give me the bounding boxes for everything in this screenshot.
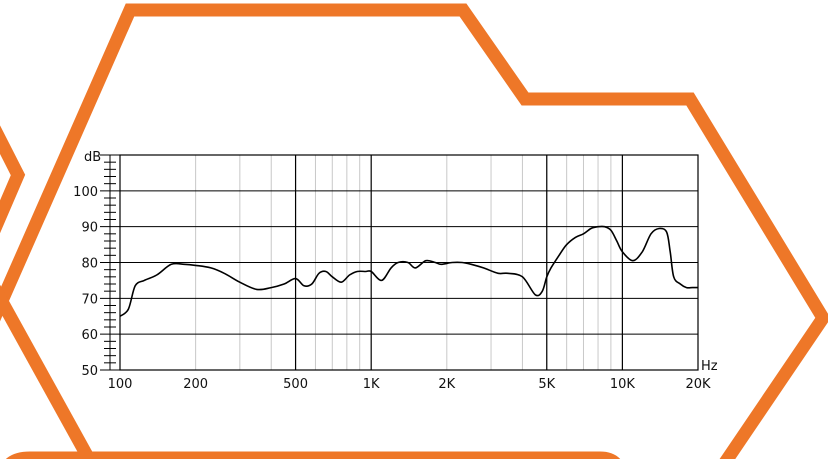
frame-stroke-lower-left <box>0 284 97 459</box>
x-tick-label: 100 <box>108 377 133 392</box>
x-tick-label: 500 <box>283 377 308 392</box>
y-axis: 50 60 70 80 90 100 <box>73 154 120 379</box>
x-tick-label: 10K <box>610 377 636 392</box>
x-tick-label: 5K <box>538 377 555 392</box>
x-axis-label: Hz <box>701 359 718 374</box>
frame-stroke-top <box>0 3 828 459</box>
x-tick-label: 2K <box>438 377 455 392</box>
frame-stroke-left-notch <box>0 125 26 234</box>
y-tick-label: 90 <box>81 221 98 236</box>
hexagon-frame <box>0 3 828 459</box>
frame-stroke-bottom <box>6 451 619 459</box>
y-tick-label: 50 <box>81 364 98 379</box>
y-tick-label: 100 <box>73 185 98 200</box>
x-axis: 100 200 500 1K 2K 5K 10K 20K <box>108 377 711 392</box>
y-axis-label: dB <box>84 150 101 165</box>
plot-area <box>119 225 698 317</box>
x-tick-label: 200 <box>183 377 208 392</box>
frequency-response-chart: 50 60 70 80 90 100 100 200 500 1K 2K 5K 10K 20K dB H… <box>73 150 718 392</box>
y-tick-label: 60 <box>81 328 98 343</box>
y-tick-label: 80 <box>81 257 98 272</box>
series-line <box>119 225 698 317</box>
y-tick-label: 70 <box>81 292 98 307</box>
x-tick-label: 1K <box>363 377 380 392</box>
x-tick-label: 20K <box>685 377 711 392</box>
